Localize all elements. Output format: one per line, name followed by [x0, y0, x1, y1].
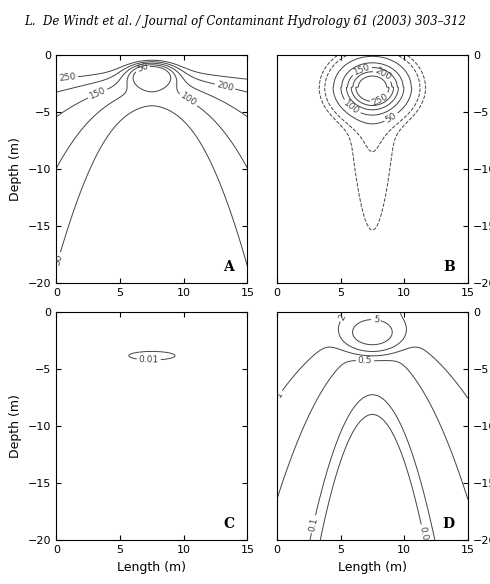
Text: 250: 250: [58, 72, 76, 84]
Text: 150: 150: [88, 86, 107, 101]
Text: 0.5: 0.5: [358, 356, 372, 365]
Text: L.  De Windt et al. / Journal of Contaminant Hydrology 61 (2003) 303–312: L. De Windt et al. / Journal of Contamin…: [24, 15, 466, 27]
Text: 50: 50: [384, 111, 398, 124]
X-axis label: Length (m): Length (m): [118, 561, 186, 573]
Y-axis label: Depth (m): Depth (m): [9, 394, 23, 458]
Text: 150: 150: [352, 62, 371, 77]
Text: 0.1: 0.1: [307, 516, 319, 532]
Text: A: A: [223, 260, 234, 274]
Text: 200: 200: [216, 80, 234, 93]
X-axis label: Length (m): Length (m): [338, 561, 407, 573]
Text: B: B: [443, 260, 455, 274]
Text: 0.05: 0.05: [417, 526, 430, 547]
Text: 250: 250: [370, 92, 390, 107]
Text: 0.01: 0.01: [139, 355, 159, 365]
Y-axis label: Depth (m): Depth (m): [9, 137, 23, 201]
Text: 100: 100: [178, 92, 198, 109]
Text: 1: 1: [274, 390, 285, 399]
Text: 2: 2: [337, 312, 348, 322]
Text: 5: 5: [372, 315, 379, 325]
Text: C: C: [223, 517, 234, 531]
Text: D: D: [442, 517, 455, 531]
Text: 50: 50: [136, 62, 149, 74]
Text: 50: 50: [52, 253, 64, 266]
Text: 200: 200: [373, 66, 393, 82]
Text: 100: 100: [342, 99, 361, 116]
